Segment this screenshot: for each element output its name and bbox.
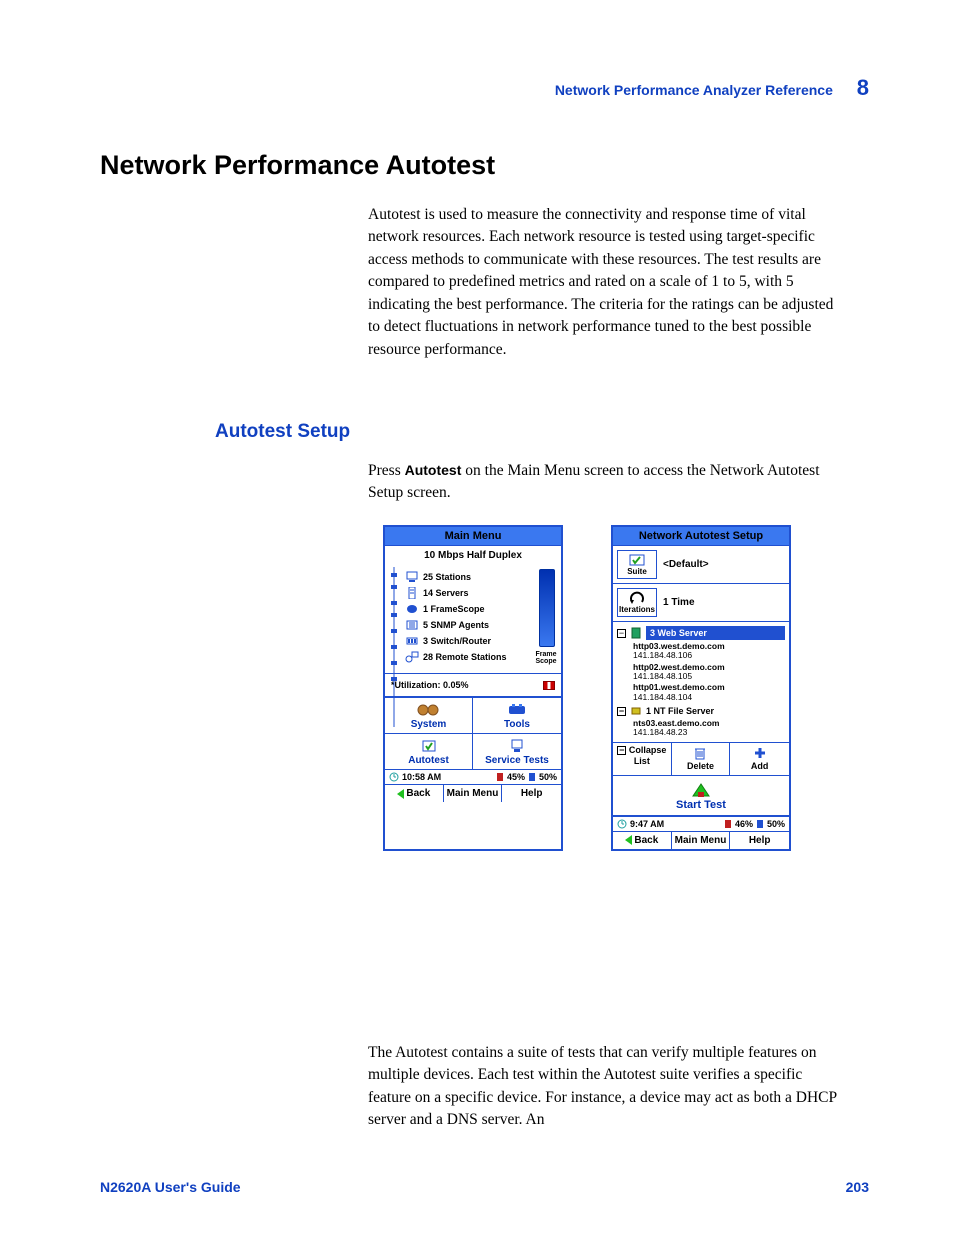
action-row: − Collapse List Delete Add xyxy=(613,743,789,776)
collapse-list-button[interactable]: − Collapse List xyxy=(613,743,672,775)
stat-remote[interactable]: 28 Remote Stations xyxy=(405,651,555,663)
frame-scope-bar xyxy=(539,569,555,647)
main-menu-nav-button-2[interactable]: Main Menu xyxy=(672,832,731,849)
web-item-0[interactable]: http03.west.demo.com141.184.48.106 xyxy=(633,642,785,661)
duplex-status: 10 Mbps Half Duplex xyxy=(385,546,561,565)
suite-row: Suite <Default> xyxy=(613,546,789,584)
file-server-header[interactable]: 1 NT File Server xyxy=(646,706,714,716)
suite-button[interactable]: Suite xyxy=(617,550,657,579)
status-p2-2: 50% xyxy=(767,819,785,829)
clock-icon-2 xyxy=(617,819,627,829)
status-time-2: 9:47 AM xyxy=(630,819,664,829)
delete-button[interactable]: Delete xyxy=(672,743,731,775)
main-menu-title: Main Menu xyxy=(385,527,561,546)
file-server-icon xyxy=(630,705,642,717)
page-header: Network Performance Analyzer Reference 8 xyxy=(555,75,869,101)
back-button[interactable]: Back xyxy=(385,785,444,802)
status-p1: 45% xyxy=(507,772,525,782)
station-icon xyxy=(405,571,419,583)
system-icon xyxy=(415,702,443,718)
web-server-header[interactable]: 3 Web Server xyxy=(646,626,785,640)
flag-icon[interactable] xyxy=(543,681,555,690)
iterations-icon xyxy=(627,591,647,605)
iterations-row: Iterations 1 Time xyxy=(613,584,789,622)
closing-paragraph: The Autotest contains a suite of tests t… xyxy=(368,1042,843,1132)
service-icon xyxy=(503,738,531,754)
main-menu-screen: Main Menu 10 Mbps Half Duplex Frame Scop… xyxy=(383,525,563,851)
collapse-web-icon[interactable]: − xyxy=(617,629,626,638)
file-item-0[interactable]: nts03.east.demo.com141.184.48.23 xyxy=(633,719,785,738)
nav-bar-2: Back Main Menu Help xyxy=(613,831,789,849)
stat-stations[interactable]: 25 Stations xyxy=(405,571,555,583)
status-p2: 50% xyxy=(539,772,557,782)
battery-icon-3 xyxy=(724,819,732,829)
header-text: Network Performance Analyzer Reference xyxy=(555,82,833,98)
autotest-icon xyxy=(415,738,443,754)
switch-icon xyxy=(405,635,419,647)
nav-bar: Back Main Menu Help xyxy=(385,784,561,802)
iterations-button[interactable]: Iterations xyxy=(617,588,657,617)
web-server-icon xyxy=(630,627,642,639)
stat-snmp[interactable]: 5 SNMP Agents xyxy=(405,619,555,631)
subsection-title: Autotest Setup xyxy=(215,421,350,443)
chapter-number: 8 xyxy=(857,75,869,100)
help-button-2[interactable]: Help xyxy=(730,832,789,849)
collapse-icon: − xyxy=(617,746,626,755)
footer-guide: N2620A User's Guide xyxy=(100,1179,241,1195)
status-time: 10:58 AM xyxy=(402,772,441,782)
add-button[interactable]: Add xyxy=(730,743,789,775)
p2-bold: Autotest xyxy=(405,462,462,478)
tools-icon xyxy=(503,702,531,718)
status-bar: 10:58 AM 45% 50% xyxy=(385,769,561,784)
instruction-paragraph: Press Autotest on the Main Menu screen t… xyxy=(368,460,843,505)
intro-paragraph: Autotest is used to measure the connecti… xyxy=(368,204,843,361)
back-button-2[interactable]: Back xyxy=(613,832,672,849)
status-bar-2: 9:47 AM 46% 50% xyxy=(613,816,789,831)
back-arrow-icon-2 xyxy=(625,835,632,845)
resource-tree: − 3 Web Server http03.west.demo.com141.1… xyxy=(613,622,789,743)
autotest-title: Network Autotest Setup xyxy=(613,527,789,546)
frame-scope-label: Frame Scope xyxy=(535,651,557,665)
tools-button[interactable]: Tools xyxy=(473,697,561,733)
iterations-value: 1 Time xyxy=(663,597,695,608)
stat-switch[interactable]: 3 Switch/Router xyxy=(405,635,555,647)
utilization-label: *Utilization: 0.05% xyxy=(391,680,469,690)
service-tests-button[interactable]: Service Tests xyxy=(473,733,561,769)
collapse-file-icon[interactable]: − xyxy=(617,707,626,716)
utilization-row: *Utilization: 0.05% xyxy=(385,673,561,697)
network-stats: Frame Scope 25 Stations 14 Servers 1 Fra… xyxy=(385,565,561,673)
remote-icon xyxy=(405,651,419,663)
suite-icon xyxy=(627,553,647,567)
status-p1-2: 46% xyxy=(735,819,753,829)
section-title: Network Performance Autotest xyxy=(100,150,495,181)
trash-icon xyxy=(694,746,706,760)
help-button[interactable]: Help xyxy=(502,785,561,802)
main-menu-nav-button[interactable]: Main Menu xyxy=(444,785,503,802)
screenshot-figures: Main Menu 10 Mbps Half Duplex Frame Scop… xyxy=(383,525,791,851)
web-item-2[interactable]: http01.west.demo.com141.184.48.104 xyxy=(633,683,785,702)
web-item-1[interactable]: http02.west.demo.com141.184.48.105 xyxy=(633,663,785,682)
footer-page: 203 xyxy=(846,1179,869,1195)
start-test-button[interactable]: Start Test xyxy=(613,776,789,816)
back-arrow-icon xyxy=(397,789,404,799)
autotest-button[interactable]: Autotest xyxy=(385,733,473,769)
framescope-icon xyxy=(405,603,419,615)
server-icon xyxy=(405,587,419,599)
start-icon xyxy=(691,782,711,798)
p2-pre: Press xyxy=(368,462,405,479)
plus-icon xyxy=(753,746,767,760)
battery-icon-2 xyxy=(528,772,536,782)
battery-icon-4 xyxy=(756,819,764,829)
network-topology-icon xyxy=(389,567,399,727)
autotest-setup-screen: Network Autotest Setup Suite <Default> I… xyxy=(611,525,791,851)
main-menu-buttons: System Tools Autotest Service Tests xyxy=(385,697,561,769)
suite-value: <Default> xyxy=(663,559,709,570)
clock-icon xyxy=(389,772,399,782)
snmp-icon xyxy=(405,619,419,631)
stat-servers[interactable]: 14 Servers xyxy=(405,587,555,599)
battery-icon-1 xyxy=(496,772,504,782)
stat-framescope[interactable]: 1 FrameScope xyxy=(405,603,555,615)
